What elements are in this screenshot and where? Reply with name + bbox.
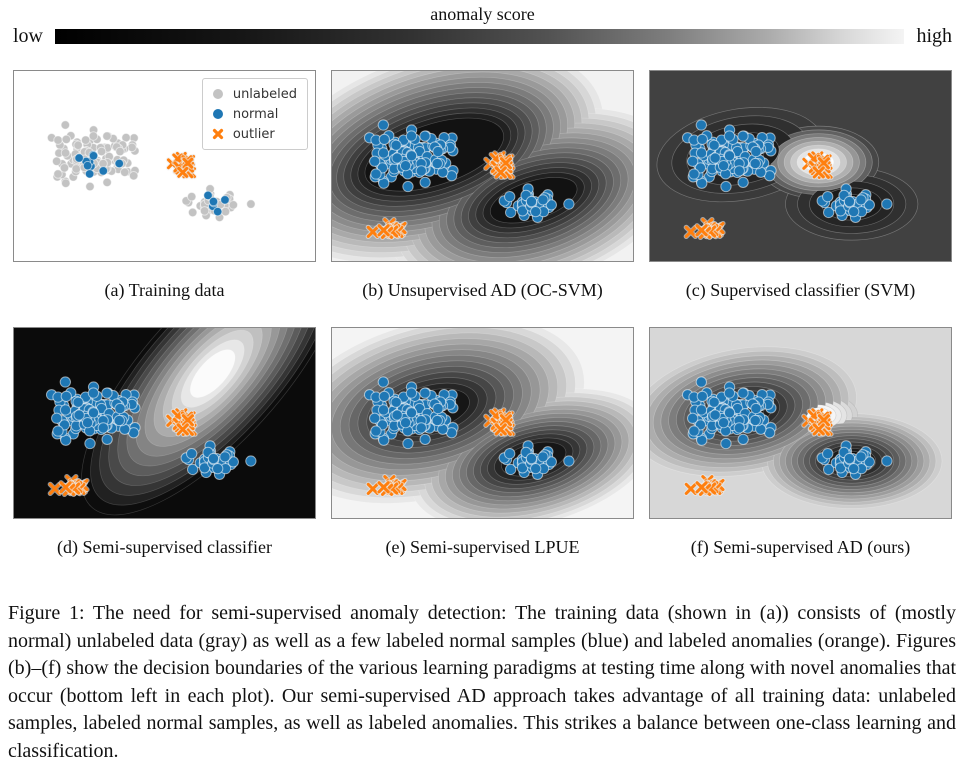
plot-panel-a: unlabeled normal outlier: [13, 70, 316, 262]
subcaption-d: (d) Semi-supervised classifier: [57, 537, 272, 557]
legend-item-outlier: outlier: [211, 124, 297, 144]
subcaption-f: (f) Semi-supervised AD (ours): [690, 537, 911, 557]
colorbar-low-label: low: [13, 25, 43, 47]
plot-canvas-f: [650, 328, 951, 518]
subcaption-b: (b) Unsupervised AD (OC-SVM): [362, 280, 603, 300]
plot-panel-e: [331, 327, 634, 519]
scatter-layer: [46, 120, 256, 223]
panel-cell-e: (e) Semi-supervised LPUE: [331, 327, 634, 584]
subcaption-a: (a) Training data: [104, 280, 225, 300]
plot-panel-c: [649, 70, 952, 262]
outlier-x-icon: [212, 128, 223, 140]
legend-label: normal: [232, 106, 279, 122]
legend-label: outlier: [232, 126, 275, 142]
colorbar-high-label: high: [916, 25, 952, 47]
panel-cell-a: unlabeled normal outlier (a) Training da…: [13, 70, 316, 327]
plot-canvas-c: [650, 71, 951, 261]
scatter-layer: [363, 376, 575, 498]
subcaption-e: (e) Semi-supervised LPUE: [385, 537, 580, 557]
plot-canvas-d: [14, 328, 315, 518]
scatter-layer: [363, 119, 575, 241]
plot-legend: unlabeled normal outlier: [201, 78, 308, 150]
figure-caption: Figure 1: The need for semi-supervised a…: [8, 602, 956, 760]
plot-panel-f: [649, 327, 952, 519]
plot-canvas-e: [332, 328, 633, 518]
subcaption-c: (c) Supervised classifier (SVM): [685, 280, 916, 300]
unlabeled-marker-icon: [212, 89, 223, 99]
panel-cell-b: (b) Unsupervised AD (OC-SVM): [331, 70, 634, 327]
plot-panel-b: [331, 70, 634, 262]
plot-panel-d: [13, 327, 316, 519]
panel-cell-f: (f) Semi-supervised AD (ours): [649, 327, 952, 584]
panel-grid: unlabeled normal outlier (a) Training da…: [13, 70, 952, 584]
panel-cell-d: (d) Semi-supervised classifier: [13, 327, 316, 584]
scatter-layer: [681, 119, 893, 241]
legend-label: unlabeled: [232, 86, 297, 102]
scatter-layer: [45, 376, 257, 498]
normal-marker-icon: [212, 109, 223, 119]
plot-canvas-b: [332, 71, 633, 261]
legend-item-normal: normal: [211, 104, 297, 124]
panel-cell-c: (c) Supervised classifier (SVM): [649, 70, 952, 327]
legend-item-unlabeled: unlabeled: [211, 84, 297, 104]
colorbar-title: anomaly score: [430, 4, 535, 24]
colorbar-gradient: [55, 29, 905, 44]
scatter-layer: [681, 376, 893, 498]
colorbar-row: low high: [13, 25, 952, 48]
colorbar: anomaly score low high: [13, 4, 952, 48]
